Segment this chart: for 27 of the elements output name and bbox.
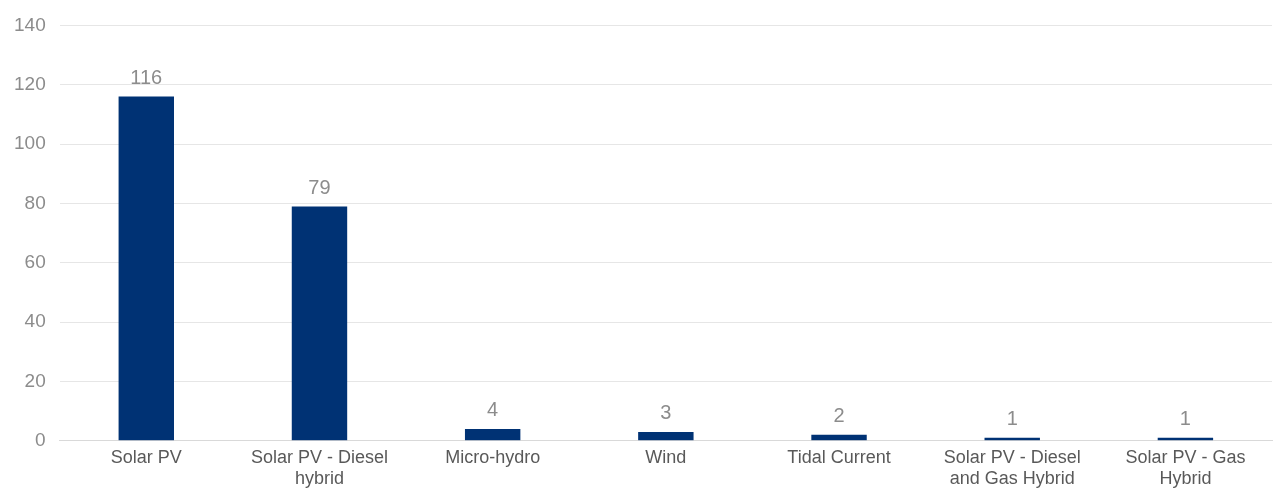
data-label: 1	[1179, 407, 1191, 430]
data-label: 79	[308, 175, 331, 198]
y-tick-label: 100	[14, 132, 46, 154]
x-tick-label: Micro-hydro	[445, 446, 541, 467]
y-tick-label: 80	[24, 191, 46, 213]
x-tick-label: Solar PV - Diesel and Gas Hybrid	[943, 446, 1081, 489]
x-tick-label: Solar PV	[110, 446, 182, 467]
x-tick-label: Tidal Current	[787, 446, 891, 467]
data-label: 3	[660, 401, 672, 424]
bar	[464, 428, 521, 441]
y-tick-label: 60	[24, 251, 46, 273]
data-label: 1	[1006, 407, 1018, 430]
y-tick-label: 0	[35, 429, 46, 451]
bar	[118, 96, 174, 441]
y-tick-label: 40	[24, 310, 46, 332]
data-label: 116	[130, 66, 163, 89]
y-tick-label: 140	[14, 13, 46, 35]
data-label: 2	[833, 404, 845, 427]
bar	[638, 431, 694, 441]
y-tick-label: 20	[24, 369, 46, 391]
x-tick-label: Wind	[645, 446, 687, 467]
y-tick-label: 120	[14, 72, 46, 94]
x-tick-label: Solar PV - Gas Hybrid	[1125, 446, 1246, 489]
bar	[811, 434, 867, 441]
bar	[291, 206, 348, 441]
x-tick-label: Solar PV - Diesel hybrid	[250, 446, 389, 489]
data-label: 4	[487, 398, 499, 421]
